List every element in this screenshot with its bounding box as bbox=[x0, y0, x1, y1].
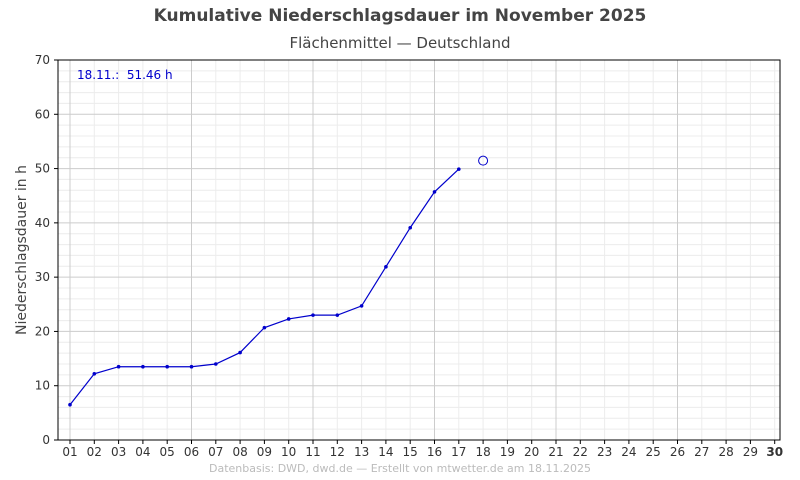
x-tick-label: 27 bbox=[694, 445, 709, 459]
data-point bbox=[432, 190, 437, 194]
y-tick-label: 20 bbox=[35, 324, 50, 338]
x-tick-label: 04 bbox=[135, 445, 150, 459]
data-point bbox=[262, 325, 267, 330]
x-tick-label: 01 bbox=[62, 445, 77, 459]
x-tick-label: 30 bbox=[766, 445, 783, 459]
data-point bbox=[457, 167, 461, 171]
current-value-marker bbox=[478, 155, 489, 166]
x-tick-label: 16 bbox=[427, 445, 442, 459]
data-point bbox=[141, 364, 145, 369]
x-tick-label: 22 bbox=[573, 445, 588, 459]
x-tick-label: 09 bbox=[257, 445, 272, 459]
data-point bbox=[408, 225, 413, 230]
x-tick-label: 13 bbox=[354, 445, 369, 459]
x-tick-label: 18 bbox=[475, 445, 490, 459]
y-tick-label: 30 bbox=[35, 270, 50, 284]
x-tick-label: 15 bbox=[403, 445, 418, 459]
plot-frame bbox=[57, 59, 781, 441]
x-tick-label: 19 bbox=[500, 445, 515, 459]
x-tick-label: 17 bbox=[451, 445, 466, 459]
y-tick-label: 50 bbox=[35, 162, 50, 176]
current-value-annotation: 18.11.: 51.46 h bbox=[77, 68, 173, 82]
x-tick-label: 05 bbox=[160, 445, 175, 459]
data-point bbox=[116, 364, 121, 369]
x-tick-label: 12 bbox=[330, 445, 345, 459]
x-tick-label: 10 bbox=[281, 445, 296, 459]
x-tick-label: 02 bbox=[87, 445, 102, 459]
x-tick-label: 11 bbox=[305, 445, 320, 459]
x-tick-label: 21 bbox=[548, 445, 563, 459]
chart-title: Kumulative Niederschlagsdauer im Novembe… bbox=[153, 6, 647, 26]
x-tick-label: 03 bbox=[111, 445, 126, 459]
major-grid bbox=[58, 59, 780, 441]
x-tick-label: 14 bbox=[378, 445, 393, 459]
x-axis-ticks: 01 02 03 04 05 06 07 08 09 10 11 12 13 14 15 16 17 18 19 20… bbox=[62, 440, 783, 459]
data-point bbox=[68, 402, 72, 407]
data-point bbox=[335, 313, 340, 317]
y-tick-label: 0 bbox=[42, 433, 50, 447]
minor-grid bbox=[58, 60, 780, 440]
data-point bbox=[214, 362, 218, 366]
data-point bbox=[384, 265, 388, 269]
data-point bbox=[189, 364, 194, 369]
x-tick-label: 28 bbox=[718, 445, 733, 459]
x-tick-label: 24 bbox=[621, 445, 636, 459]
x-tick-label: 29 bbox=[743, 445, 758, 459]
x-tick-label: 26 bbox=[670, 445, 685, 459]
data-source-footer: Datenbasis: DWD, dwd.de — Erstellt von m… bbox=[208, 462, 591, 475]
data-point bbox=[359, 304, 364, 308]
x-tick-label: 06 bbox=[184, 445, 199, 459]
x-tick-label: 07 bbox=[208, 445, 223, 459]
x-tick-label: 20 bbox=[524, 445, 539, 459]
x-tick-label: 23 bbox=[597, 445, 612, 459]
data-point bbox=[92, 371, 97, 376]
data-point bbox=[238, 350, 242, 355]
chart-subtitle: Flächenmittel — Deutschland bbox=[289, 34, 511, 52]
series-layer bbox=[68, 155, 489, 407]
y-axis-ticks: 0 10 20 30 40 50 60 70 bbox=[35, 53, 58, 447]
y-tick-label: 70 bbox=[35, 53, 50, 67]
y-tick-label: 40 bbox=[35, 216, 50, 230]
x-tick-label: 25 bbox=[646, 445, 661, 459]
data-point bbox=[286, 317, 291, 321]
x-tick-label: 08 bbox=[232, 445, 247, 459]
data-point bbox=[165, 364, 169, 369]
data-point bbox=[311, 313, 315, 317]
y-axis-label: Niederschlagsdauer in h bbox=[14, 165, 30, 335]
y-tick-label: 10 bbox=[35, 379, 50, 393]
y-tick-label: 60 bbox=[35, 107, 50, 121]
